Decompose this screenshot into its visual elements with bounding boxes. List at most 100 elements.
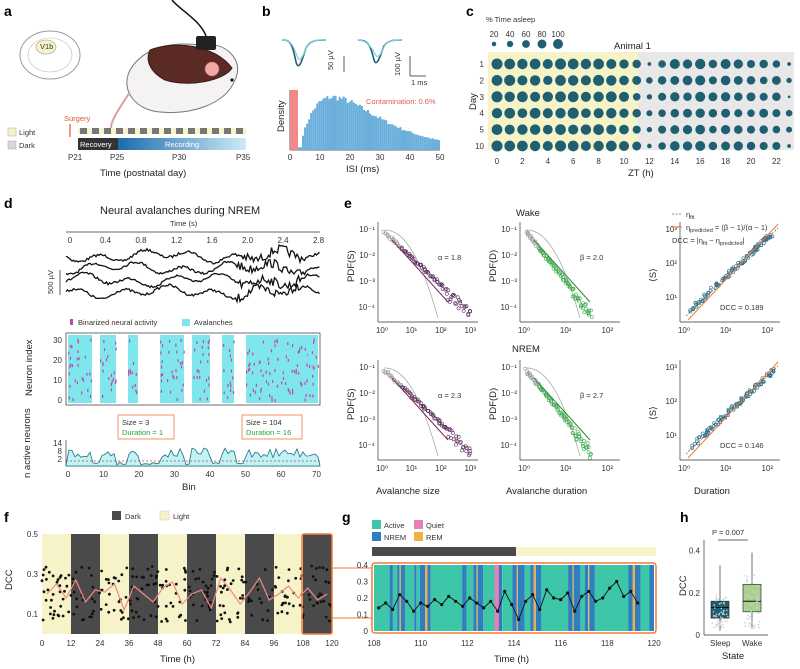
sleep-dot [785, 109, 793, 117]
f-point [215, 575, 219, 578]
e-ytick: 10¹ [665, 293, 677, 302]
spike [181, 388, 183, 392]
f-point [183, 578, 187, 581]
f-point [321, 566, 325, 570]
waveform-1 [281, 39, 327, 67]
spike [254, 390, 256, 394]
size-legend-dot [506, 40, 514, 48]
e-point [556, 406, 560, 411]
e-point [433, 416, 438, 421]
e-ytick: 10⁻¹ [501, 363, 517, 372]
f-point [191, 570, 195, 573]
sleep-dot [606, 124, 617, 135]
isi-bar [377, 118, 380, 150]
isi-bar [417, 135, 420, 150]
f-point [250, 614, 254, 617]
g-state-band [517, 565, 525, 631]
sleep-dot [632, 125, 641, 134]
f-point [119, 609, 123, 612]
spike [160, 340, 162, 344]
g-state-band [399, 565, 401, 631]
dark-dash [212, 128, 219, 134]
spike [70, 363, 72, 367]
g-state-band [419, 565, 426, 631]
e-point [570, 287, 575, 292]
e-ytick: 10⁻¹ [359, 363, 375, 372]
spike [202, 340, 205, 344]
e-subplot: PDF(D) 10⁻¹ 10⁻² 10⁻³ 10⁻⁴ 10⁰ 10¹ 10² β = 2.7 [488, 360, 620, 473]
sleep-dot [517, 75, 528, 86]
isi-bar [435, 139, 438, 150]
spike [281, 381, 283, 385]
e-xtick: 10¹ [720, 326, 732, 335]
g-dcc-point [601, 596, 605, 600]
f-point [266, 619, 269, 622]
h-point [750, 579, 753, 582]
f-point [87, 566, 91, 570]
h-point [757, 612, 760, 614]
e-xlabel-duration: Avalanche duration [506, 486, 587, 497]
sleep-dot [491, 124, 503, 135]
f-point [164, 604, 168, 608]
avalanche-block [192, 335, 210, 403]
d-time-tick: 1.6 [206, 236, 218, 245]
g-ytick: 0 [364, 627, 369, 636]
sleep-dot [720, 75, 731, 86]
e-point [691, 306, 696, 311]
sleep-dot [619, 124, 629, 135]
e-point [526, 233, 531, 238]
e-ytick: 10⁻² [359, 389, 375, 398]
isi-bar [437, 140, 440, 150]
h-cat-wake: Wake [742, 639, 763, 648]
e-ylabel: PDF(S) [346, 388, 357, 420]
d-size1: Size = 3 [122, 418, 149, 427]
f-point [320, 593, 323, 597]
h-point [757, 585, 760, 587]
e-point [446, 288, 451, 293]
g-dcc-point [482, 606, 486, 610]
f-point [328, 619, 331, 623]
sleep-dot [658, 60, 666, 68]
spike [299, 347, 301, 351]
f-point [164, 568, 168, 571]
g-dcc-point [615, 579, 619, 584]
g-state-band [425, 565, 428, 631]
f-point [287, 602, 291, 606]
e-point [458, 440, 463, 444]
f-point [49, 612, 52, 616]
d-neuron-tick: 20 [53, 356, 62, 365]
rat-illustration [110, 0, 238, 131]
c-xtick: 18 [721, 157, 730, 166]
f-point [42, 590, 46, 594]
sleep-dot [605, 91, 617, 103]
sleep-dot [786, 77, 792, 84]
f-point [294, 576, 298, 580]
d-bin-tick: 0 [66, 470, 71, 479]
c-ytick: 2 [480, 76, 485, 85]
e-point [589, 308, 593, 313]
region-label: V1b [40, 42, 53, 51]
f-point [44, 565, 48, 569]
h-point [745, 588, 747, 590]
d-size2: Size = 104 [246, 418, 282, 427]
isi-bar [342, 96, 345, 150]
h-point [746, 581, 748, 583]
refractory-region [290, 90, 298, 150]
spike [317, 364, 319, 368]
sleep-dot-grid [491, 58, 793, 152]
g-dcc-point [524, 599, 528, 603]
isi-bar [393, 125, 396, 150]
f-point [46, 588, 50, 592]
spike [312, 365, 314, 369]
panel-f: f Dark Light DCC 0.5 0.3 0.1 0 12 24 36 48 60 72… [4, 509, 372, 665]
e-point [567, 285, 572, 290]
dark-dash [80, 128, 87, 134]
h-point [727, 615, 729, 618]
dark-dash [200, 128, 207, 134]
spike [309, 364, 311, 368]
g-state-band [462, 565, 467, 631]
f-point [261, 618, 265, 622]
e-exponent: β = 2.7 [580, 391, 603, 400]
c-ytick: 3 [480, 93, 485, 102]
sleep-dot [543, 75, 553, 86]
